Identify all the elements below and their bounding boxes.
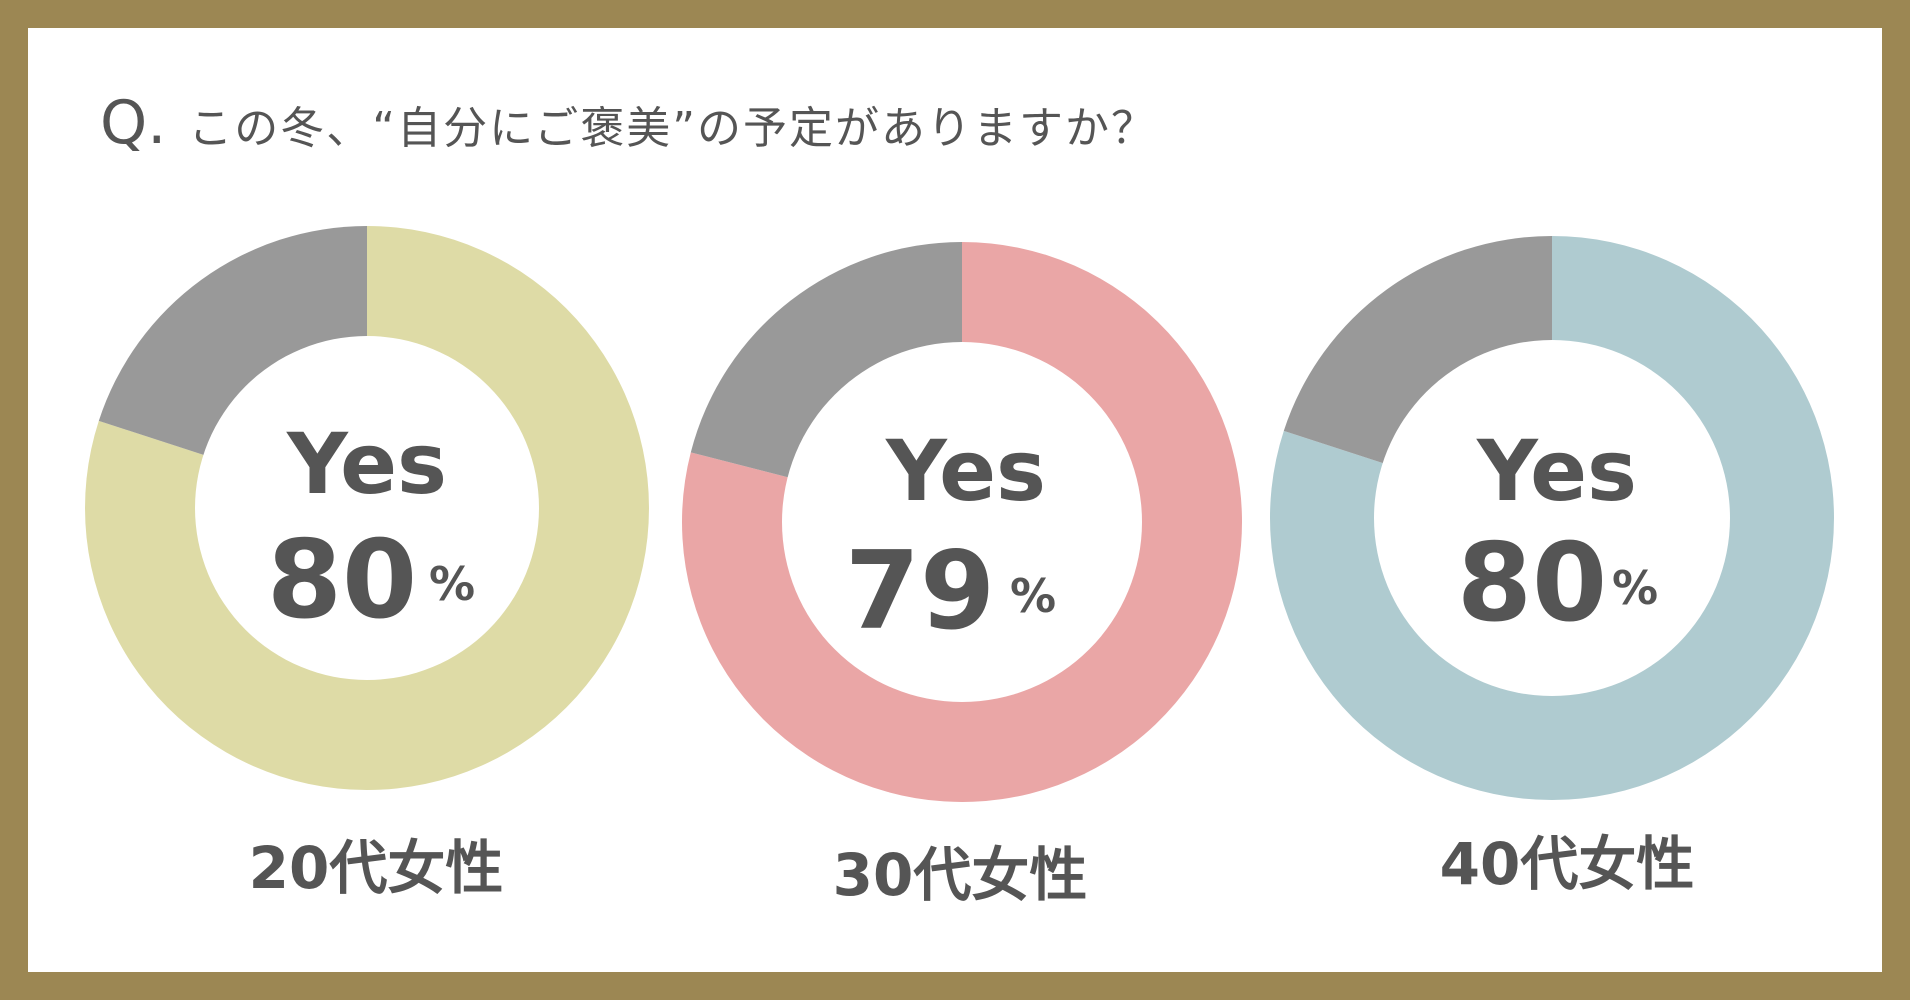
center-label: Yes bbox=[286, 415, 447, 513]
donut-chart-40s: Yes 80 % 40代女性 bbox=[1269, 236, 1834, 898]
category-label: 20代女性 bbox=[249, 834, 504, 902]
center-label: Yes bbox=[885, 422, 1046, 520]
center-value: 80 bbox=[267, 518, 417, 643]
unit-label: % bbox=[1010, 569, 1056, 623]
center-label: Yes bbox=[1476, 422, 1637, 520]
donut-chart-30s: Yes 79 % 30代女性 bbox=[682, 242, 1242, 909]
question-text: この冬、“自分にご褒美”の予定がありますか？ bbox=[188, 103, 1158, 154]
unit-label: % bbox=[1612, 561, 1658, 615]
center-value: 79 bbox=[845, 529, 995, 654]
donut-hole bbox=[1374, 340, 1730, 696]
center-value: 80 bbox=[1457, 521, 1607, 646]
donut-chart-20s: Yes 80 % 20代女性 bbox=[84, 226, 650, 902]
question-prefix: Q. bbox=[100, 88, 167, 158]
category-label: 30代女性 bbox=[833, 841, 1088, 909]
category-label: 40代女性 bbox=[1440, 830, 1695, 898]
question-heading: Q. この冬、“自分にご褒美”の予定がありますか？ bbox=[100, 88, 1157, 158]
donut-hole bbox=[782, 342, 1142, 702]
unit-label: % bbox=[429, 557, 475, 611]
donut-hole bbox=[195, 336, 539, 680]
